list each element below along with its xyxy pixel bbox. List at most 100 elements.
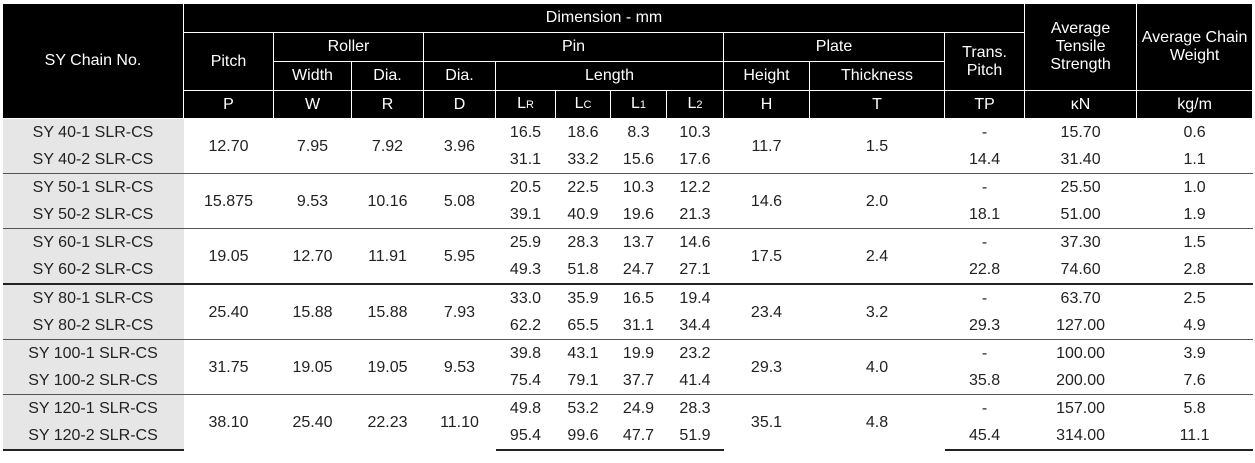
plate-height-cell: 35.1 (723, 394, 810, 450)
table-row: SY 100-2 SLR-CS 75.4 79.1 37.7 41.4 35.8… (2, 367, 1253, 395)
symbol-w: W (273, 90, 352, 119)
plate-thickness-cell: 2.4 (809, 228, 945, 284)
chain-no-cell: SY 100-1 SLR-CS (2, 339, 184, 367)
pin-lr-cell: 75.4 (495, 367, 556, 395)
plate-thickness-cell: 2.0 (809, 173, 945, 229)
symbol-l1-sub: 1 (639, 99, 647, 111)
table-row: SY 60-1 SLR-CS 19.05 12.70 11.91 5.95 25… (2, 228, 1253, 284)
pin-lr-cell: 33.0 (495, 283, 556, 312)
roller-width-cell: 9.53 (273, 173, 352, 229)
pin-l1-cell: 15.6 (610, 146, 667, 174)
chain-no-cell: SY 60-1 SLR-CS (2, 228, 184, 256)
trans-pitch-cell: 45.4 (944, 422, 1025, 451)
tensile-cell: 200.00 (1024, 367, 1137, 395)
pin-lc-cell: 22.5 (555, 173, 611, 201)
weight-cell: 1.1 (1136, 146, 1253, 174)
table-row: SY 50-1 SLR-CS 15.875 9.53 10.16 5.08 20… (2, 173, 1253, 229)
symbol-t: T (809, 90, 945, 119)
weight-cell: 11.1 (1136, 422, 1253, 451)
unit-kgm: kg/m (1136, 90, 1254, 119)
symbol-l2-sub: 2 (696, 99, 703, 111)
table-row: SY 50-2 SLR-CS 39.1 40.9 19.6 21.3 18.1 … (2, 201, 1253, 229)
chain-no-cell: SY 40-2 SLR-CS (2, 146, 184, 174)
pin-dia-cell: 11.10 (423, 394, 496, 450)
symbol-l2: L2 (666, 90, 724, 119)
tensile-cell: 31.40 (1024, 146, 1137, 174)
header-pin: Pin (423, 32, 724, 62)
trans-pitch-cell: 22.8 (944, 256, 1025, 285)
header-chain-no: SY Chain No. (2, 3, 184, 119)
table-row: SY 40-1 SLR-CS 12.70 7.95 7.92 3.96 16.5… (2, 118, 1253, 174)
tensile-cell: 15.70 (1024, 118, 1137, 146)
pin-lc-cell: 33.2 (555, 146, 611, 174)
pin-dia-cell: 5.95 (423, 228, 496, 284)
symbol-lr: LR (495, 90, 556, 119)
plate-height-cell: 23.4 (723, 283, 810, 340)
chain-spec-table: SY Chain No. Dimension - mm Average Tens… (2, 3, 1254, 451)
chain-no-cell: SY 120-2 SLR-CS (2, 422, 184, 451)
header-pin-length: Length (495, 61, 724, 91)
tensile-cell: 25.50 (1024, 173, 1137, 201)
weight-cell: 4.9 (1136, 312, 1253, 340)
roller-width-cell: 12.70 (273, 228, 352, 284)
header-chain-weight: Average Chain Weight (1136, 3, 1254, 91)
plate-thickness-cell: 4.0 (809, 339, 945, 395)
pin-dia-cell: 7.93 (423, 283, 496, 340)
symbol-p: P (183, 90, 274, 119)
chain-no-cell: SY 100-2 SLR-CS (2, 367, 184, 395)
pin-lc-cell: 35.9 (555, 283, 611, 312)
unit-kn: κN (1024, 90, 1138, 119)
symbol-l1-main: L (630, 95, 640, 112)
pin-lc-cell: 99.6 (555, 422, 611, 451)
header-roller-width: Width (273, 61, 352, 91)
pin-lr-cell: 31.1 (495, 146, 556, 174)
weight-cell: 1.5 (1136, 228, 1253, 256)
trans-pitch-cell: - (944, 394, 1025, 422)
tensile-cell: 157.00 (1024, 394, 1137, 422)
plate-height-cell: 17.5 (723, 228, 810, 284)
pin-l1-cell: 10.3 (610, 173, 667, 201)
pin-l1-cell: 19.6 (610, 201, 667, 229)
roller-dia-cell: 11.91 (351, 228, 424, 284)
weight-cell: 1.0 (1136, 173, 1253, 201)
chain-no-cell: SY 120-1 SLR-CS (2, 394, 184, 422)
pitch-cell: 19.05 (183, 228, 274, 284)
chain-no-cell: SY 50-1 SLR-CS (2, 173, 184, 201)
roller-dia-cell: 15.88 (351, 283, 424, 340)
symbol-h: H (723, 90, 810, 119)
symbol-lr-sub: R (525, 99, 534, 111)
pin-l1-cell: 13.7 (610, 228, 667, 256)
chain-no-cell: SY 50-2 SLR-CS (2, 201, 184, 229)
pin-lr-cell: 39.1 (495, 201, 556, 229)
chain-no-cell: SY 40-1 SLR-CS (2, 118, 184, 146)
pin-l2-cell: 19.4 (666, 283, 724, 312)
pin-dia-cell: 5.08 (423, 173, 496, 229)
roller-width-cell: 19.05 (273, 339, 352, 395)
header-roller: Roller (273, 32, 424, 62)
table-row: SY 100-1 SLR-CS 31.75 19.05 19.05 9.53 3… (2, 339, 1253, 395)
pin-lr-cell: 39.8 (495, 339, 556, 367)
pitch-cell: 31.75 (183, 339, 274, 395)
pin-l2-cell: 34.4 (666, 312, 724, 340)
chain-no-cell: SY 80-2 SLR-CS (2, 312, 184, 340)
tensile-cell: 127.00 (1024, 312, 1137, 340)
pin-l1-cell: 16.5 (610, 283, 667, 312)
pin-l2-cell: 10.3 (666, 118, 724, 146)
table-body: SY 40-1 SLR-CS 12.70 7.95 7.92 3.96 16.5… (2, 118, 1253, 451)
pitch-cell: 25.40 (183, 283, 274, 340)
plate-height-cell: 29.3 (723, 339, 810, 395)
tensile-cell: 51.00 (1024, 201, 1137, 229)
pin-lc-cell: 65.5 (555, 312, 611, 340)
table-row: SY 120-2 SLR-CS 95.4 99.6 47.7 51.9 45.4… (2, 422, 1253, 451)
tensile-cell: 63.70 (1024, 283, 1137, 312)
plate-thickness-cell: 4.8 (809, 394, 945, 450)
symbol-r: R (351, 90, 424, 119)
table-row: SY 80-1 SLR-CS 25.40 15.88 15.88 7.93 33… (2, 283, 1253, 340)
chain-spec-table-wrapper: SY Chain No. Dimension - mm Average Tens… (2, 3, 1254, 451)
trans-pitch-cell: - (944, 118, 1025, 146)
pin-l2-cell: 28.3 (666, 394, 724, 422)
pin-l1-cell: 8.3 (610, 118, 667, 146)
pin-l2-cell: 51.9 (666, 422, 724, 451)
chain-no-cell: SY 60-2 SLR-CS (2, 256, 184, 285)
weight-cell: 3.9 (1136, 339, 1253, 367)
